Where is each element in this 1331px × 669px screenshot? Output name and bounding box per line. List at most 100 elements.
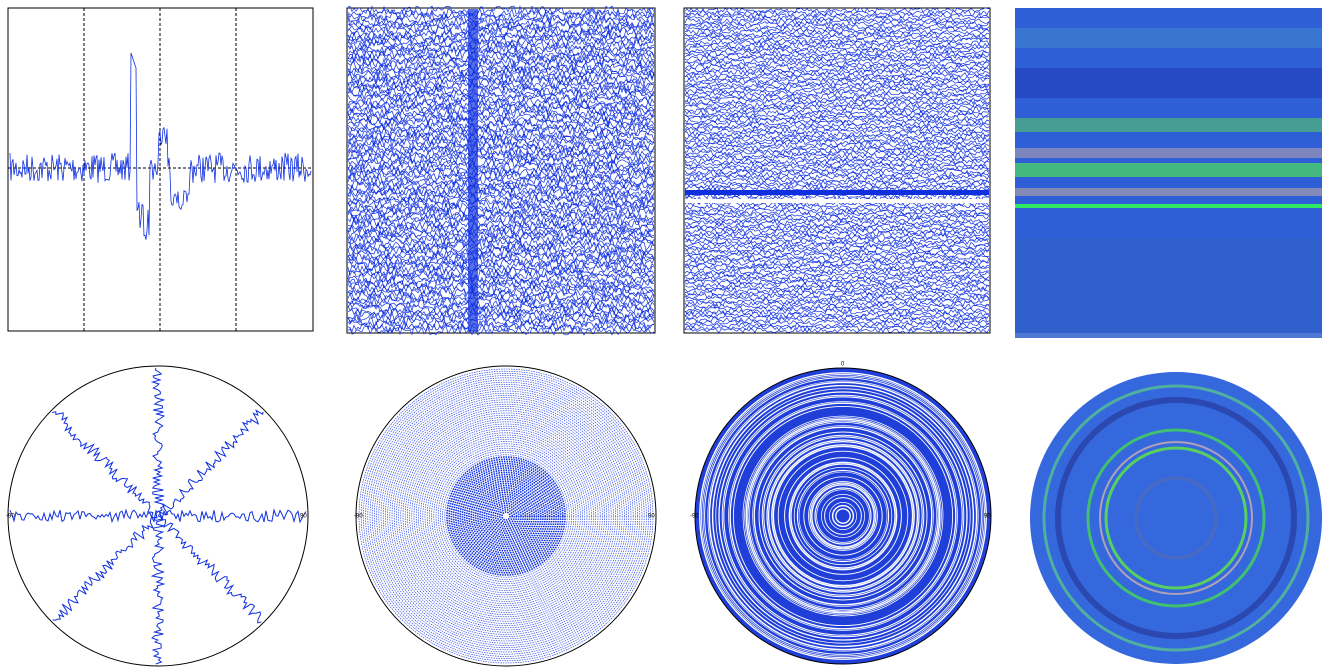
ring-trace xyxy=(808,481,878,551)
wiggle-trace xyxy=(684,262,990,270)
wiggle-trace xyxy=(347,160,655,172)
ring-trace xyxy=(835,508,851,524)
wiggle-trace xyxy=(684,181,990,189)
color-ring xyxy=(1134,476,1218,560)
wiggle-trace xyxy=(347,54,655,66)
ring-trace xyxy=(452,462,560,570)
ring-trace xyxy=(409,419,603,613)
wiggle-trace xyxy=(684,34,990,41)
wiggle-trace xyxy=(684,144,990,151)
wiggle-trace xyxy=(684,246,990,254)
wiggle-trace xyxy=(347,266,655,278)
wiggle-trace xyxy=(684,63,990,70)
wiggle-trace xyxy=(347,69,655,81)
wiggle-trace xyxy=(347,242,655,254)
wiggle-trace xyxy=(347,104,655,116)
wiggle-trace xyxy=(684,131,990,138)
wiggle-trace xyxy=(347,219,655,231)
wiggle-trace xyxy=(347,225,655,237)
ring-trace xyxy=(391,401,621,631)
ring-trace xyxy=(459,469,553,563)
wiggle-trace xyxy=(684,273,990,281)
wiggle-trace xyxy=(684,77,990,84)
wiggle-trace xyxy=(684,238,990,245)
radial-trace xyxy=(52,513,158,621)
ring-trace xyxy=(429,439,583,593)
ring-trace xyxy=(418,428,594,604)
wiggle-trace xyxy=(684,281,990,288)
wiggle-trace xyxy=(347,37,655,48)
ring-trace xyxy=(485,495,527,537)
wiggle-trace xyxy=(684,98,990,105)
ring-trace xyxy=(365,375,647,657)
wiggle-trace xyxy=(347,139,655,152)
wiggle-trace xyxy=(684,206,990,213)
wiggle-trace xyxy=(684,265,990,272)
wiggle-trace xyxy=(684,174,990,181)
ring-trace xyxy=(492,502,520,530)
ring-trace xyxy=(816,489,870,543)
ring-trace xyxy=(758,431,928,601)
ring-trace xyxy=(415,425,597,607)
wiggle-trace xyxy=(684,235,990,243)
ring-trace xyxy=(396,406,616,626)
wiggle-trace xyxy=(347,192,655,205)
wiggle-trace xyxy=(347,310,655,322)
wiggle-trace xyxy=(684,55,990,62)
ring-trace xyxy=(790,463,896,569)
wiggle-trace xyxy=(347,178,655,190)
wiggle-trace xyxy=(347,181,655,192)
wiggle-trace xyxy=(347,81,655,93)
wiggle-trace xyxy=(684,15,990,22)
wiggle-trace xyxy=(684,322,990,329)
wiggle-trace xyxy=(347,175,655,187)
wiggle-trace xyxy=(684,319,990,326)
polar-color-image xyxy=(1030,372,1322,664)
wiggle-trace xyxy=(684,270,990,278)
ring-trace xyxy=(824,497,862,535)
wiggle-trace xyxy=(347,325,655,336)
ring-trace xyxy=(444,454,568,578)
ring-trace xyxy=(382,392,630,640)
wiggle-trace xyxy=(684,101,990,108)
wiggle-trace xyxy=(684,160,990,167)
ring-trace xyxy=(402,412,610,620)
color-band xyxy=(1015,28,1322,48)
ring-trace xyxy=(387,397,625,635)
wiggle-trace xyxy=(684,260,990,267)
polar-frame xyxy=(355,365,657,667)
wiggle-trace xyxy=(347,31,655,43)
ring-trace xyxy=(784,457,902,575)
wiggle-trace xyxy=(347,202,655,213)
ring-trace xyxy=(723,396,963,636)
wiggle-trace xyxy=(684,176,990,184)
ring-trace xyxy=(407,417,605,615)
ring-trace xyxy=(728,401,958,631)
wiggle-trace xyxy=(684,311,990,318)
ring-trace xyxy=(490,500,522,532)
wiggle-trace xyxy=(685,208,990,216)
wiggle-trace xyxy=(684,31,990,38)
ring-trace xyxy=(777,450,909,582)
ring-trace xyxy=(498,508,513,523)
ring-trace xyxy=(442,452,570,580)
ring-trace xyxy=(707,380,979,652)
wiggle-trace xyxy=(684,120,990,127)
reflector xyxy=(685,190,989,195)
wiggle-trace xyxy=(684,42,990,49)
wiggle-trace xyxy=(684,82,990,89)
ring-trace xyxy=(793,466,893,566)
ring-trace xyxy=(496,506,516,526)
wiggle-trace xyxy=(684,289,990,297)
ring-trace xyxy=(476,486,535,545)
ring-trace xyxy=(454,464,557,567)
ring-trace xyxy=(468,478,544,554)
ring-trace xyxy=(404,414,608,618)
ring-trace xyxy=(448,458,564,574)
polar-label: 0 xyxy=(841,362,845,368)
wiggle-trace xyxy=(684,227,990,235)
wiggle-trace xyxy=(347,251,655,263)
trace xyxy=(9,52,312,240)
wiggle-trace xyxy=(684,152,990,159)
